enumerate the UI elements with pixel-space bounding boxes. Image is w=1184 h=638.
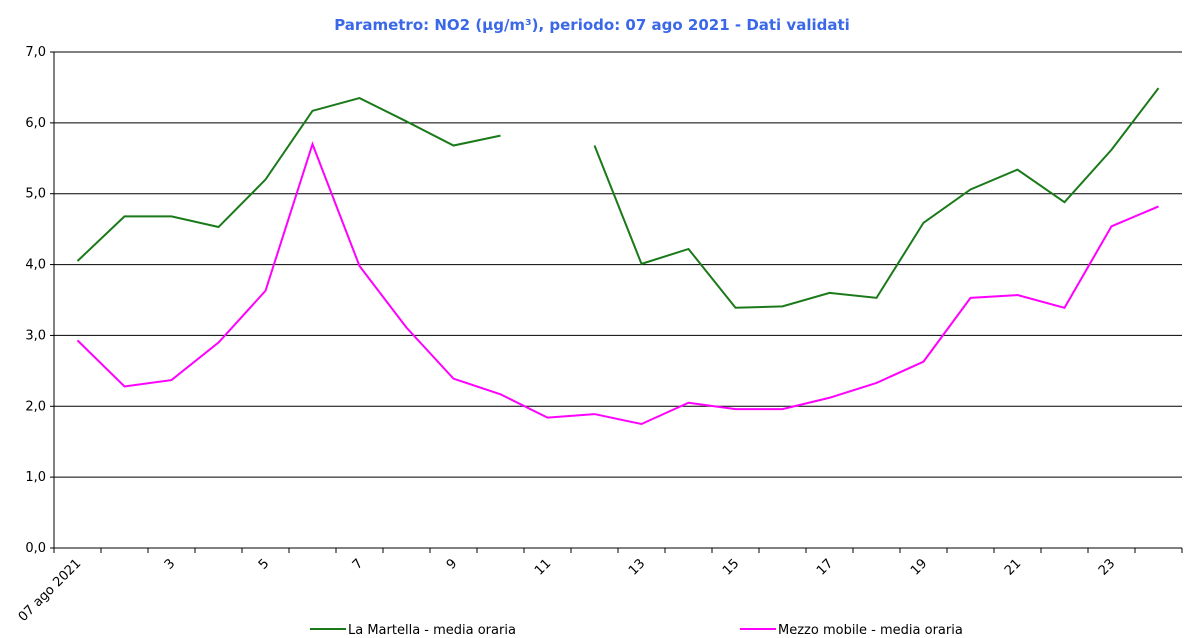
y-tick-label: 2,0 (25, 399, 46, 414)
y-tick-label: 5,0 (25, 187, 46, 202)
y-tick-label: 4,0 (25, 258, 46, 273)
line-series (76, 87, 1160, 309)
y-tick-label: 7,0 (25, 45, 46, 60)
x-tick-label: 19 (908, 556, 930, 578)
chart-title: Parametro: NO2 (µg/m³), periodo: 07 ago … (334, 16, 850, 34)
y-tick-label: 3,0 (25, 328, 46, 343)
x-tick-label: 23 (1096, 556, 1118, 578)
y-tick-label: 6,0 (25, 116, 46, 131)
line-series (76, 141, 1159, 426)
x-tick-label: 7 (350, 556, 366, 572)
x-tick-label: 07 ago 2021 (16, 556, 85, 625)
legend-label: La Martella - media oraria (348, 623, 516, 638)
x-tick-label: 15 (720, 556, 742, 578)
x-tick-label: 5 (256, 556, 272, 572)
y-tick-label: 0,0 (25, 541, 46, 556)
x-tick-label: 13 (626, 556, 648, 578)
x-tick-label: 3 (162, 556, 178, 572)
y-tick-label: 1,0 (25, 470, 46, 485)
x-tick-label: 9 (444, 556, 460, 572)
legend-label: Mezzo mobile - media oraria (778, 623, 963, 638)
x-tick-label: 21 (1002, 556, 1024, 578)
x-tick-label: 11 (532, 556, 554, 578)
x-tick-label: 17 (814, 556, 836, 578)
